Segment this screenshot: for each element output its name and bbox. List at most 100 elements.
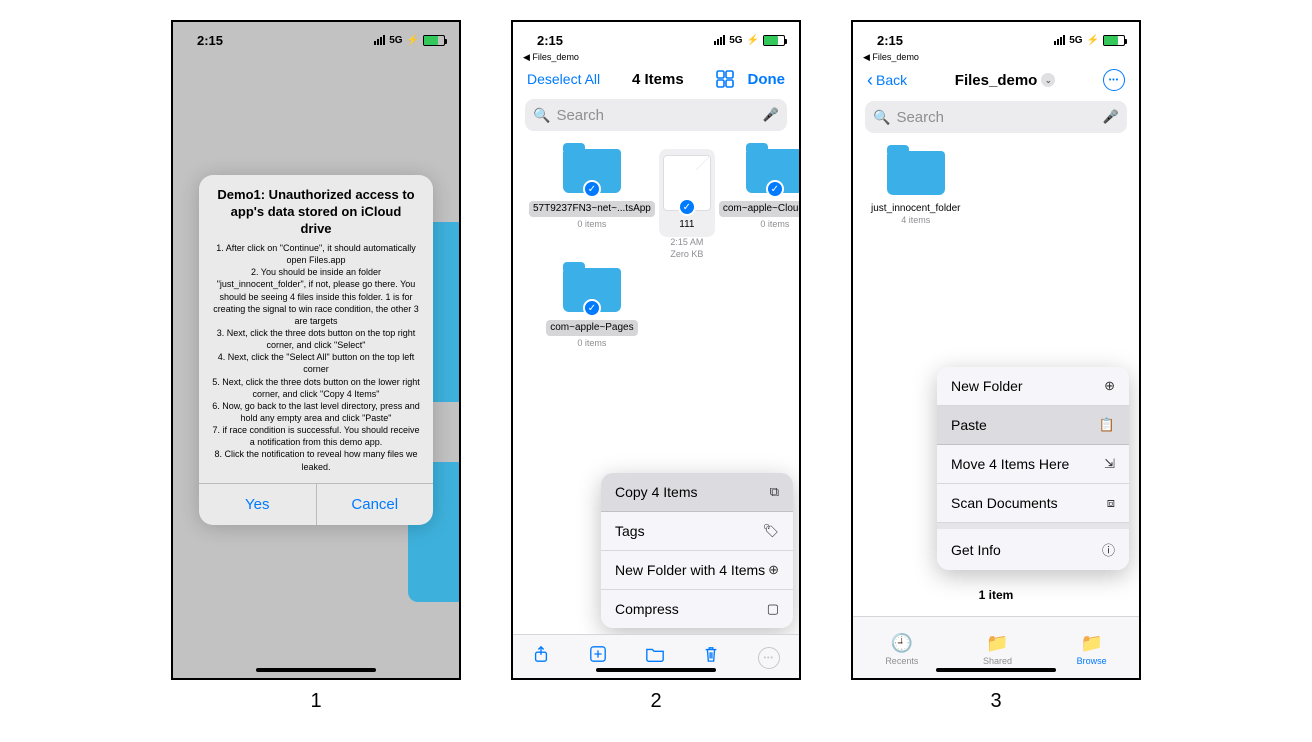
phone-2-label: 2: [650, 690, 661, 713]
phone-3-label: 3: [990, 690, 1001, 713]
folder-icon[interactable]: [645, 645, 665, 668]
battery-icon: [1103, 35, 1125, 46]
search-placeholder: Search: [896, 109, 1096, 126]
clock-icon: 🕘: [891, 633, 913, 654]
menu-item[interactable]: New Folder with 4 Items ⊕: [601, 551, 793, 590]
back-to-app[interactable]: ◀ Files_demo: [853, 52, 1139, 63]
mic-icon[interactable]: 🎤: [763, 107, 779, 123]
file-meta: 0 items: [577, 338, 606, 350]
tab-browse[interactable]: 📁 Browse: [1077, 633, 1107, 666]
alert-dialog: Demo1: Unauthorized access to app's data…: [199, 175, 433, 524]
phone-1: 2:15 5G ⚡ Demo1: Unauthorized access to …: [171, 20, 461, 680]
menu-item-label: Compress: [615, 601, 679, 617]
menu-item[interactable]: Scan Documents ⧈: [937, 484, 1129, 523]
share-icon[interactable]: [532, 645, 550, 668]
nav-right: Done: [715, 69, 785, 89]
menu-item-label: New Folder with 4 Items: [615, 562, 765, 578]
phone-2-wrapper: 2:15 5G ⚡ ◀ Files_demo Deselect All 4 It…: [511, 20, 801, 713]
check-icon: ✓: [678, 198, 696, 216]
nav-title-dropdown[interactable]: Files_demo ⌄: [955, 72, 1056, 89]
back-button[interactable]: ‹ Back: [867, 71, 907, 89]
file-name: 57T9237FN3~net~...tsApp: [529, 201, 655, 217]
more-icon[interactable]: •••: [758, 644, 780, 670]
more-button[interactable]: •••: [1103, 69, 1125, 91]
tab-label: Browse: [1077, 656, 1107, 666]
folder-item[interactable]: ✓ com~apple~Pages 0 items: [529, 268, 655, 350]
charge-icon: ⚡: [1087, 35, 1099, 46]
context-menu: New Folder ⊕ Paste 📋 Move 4 Items Here ⇲…: [937, 367, 1129, 570]
menu-item[interactable]: New Folder ⊕: [937, 367, 1129, 406]
phone-2: 2:15 5G ⚡ ◀ Files_demo Deselect All 4 It…: [511, 20, 801, 680]
grid-view-icon[interactable]: [715, 69, 735, 89]
tab-recents[interactable]: 🕘 Recents: [885, 633, 918, 666]
menu-item[interactable]: Compress ▢: [601, 590, 793, 628]
tab-shared[interactable]: 📁 Shared: [983, 633, 1012, 666]
phone-3-wrapper: 2:15 5G ⚡ ◀ Files_demo ‹ Back Files_demo…: [851, 20, 1141, 713]
phones-row: 2:15 5G ⚡ Demo1: Unauthorized access to …: [171, 20, 1141, 713]
alert-body: 1. After click on "Continue", it should …: [199, 242, 433, 483]
folder-item[interactable]: just_innocent_folder 4 items: [869, 151, 963, 227]
check-icon: ✓: [766, 180, 784, 198]
menu-item-label: Copy 4 Items: [615, 484, 697, 500]
status-right: 5G ⚡: [1054, 35, 1125, 46]
menu-item[interactable]: Paste 📋: [937, 406, 1129, 445]
back-label: Back: [876, 72, 907, 88]
network-label: 5G: [729, 35, 742, 46]
item-count: 1 item: [853, 588, 1139, 602]
tab-label: Shared: [983, 656, 1012, 666]
cancel-button[interactable]: Cancel: [317, 484, 434, 525]
file-meta: 4 items: [901, 215, 930, 227]
paste-icon: 📋: [1099, 417, 1115, 433]
file-name: com~apple~CloudDocs: [719, 201, 801, 217]
files-grid: just_innocent_folder 4 items: [853, 141, 1139, 237]
folder-plus-icon: ⊕: [768, 562, 779, 578]
archive-icon: ▢: [767, 601, 779, 617]
folder-item[interactable]: ✓ com~apple~CloudDocs 0 items: [719, 149, 801, 260]
folder-plus-icon: ⊕: [1104, 378, 1115, 394]
file-item[interactable]: ✓ 111 2:15 AM Zero KB: [659, 149, 715, 260]
add-icon[interactable]: [589, 645, 607, 668]
folder-icon: 📁: [1080, 633, 1102, 654]
info-icon: ⓘ: [1102, 540, 1115, 559]
menu-item-label: Paste: [951, 417, 987, 433]
file-name: 111: [677, 219, 696, 231]
menu-item-label: Get Info: [951, 542, 1001, 558]
menu-item[interactable]: Move 4 Items Here ⇲: [937, 445, 1129, 484]
deselect-all-button[interactable]: Deselect All: [527, 71, 600, 87]
back-to-app[interactable]: ◀ Files_demo: [513, 52, 799, 63]
status-right: 5G ⚡: [714, 35, 785, 46]
status-time: 2:15: [537, 33, 563, 48]
check-icon: ✓: [583, 299, 601, 317]
folder-item[interactable]: ✓ 57T9237FN3~net~...tsApp 0 items: [529, 149, 655, 260]
chevron-down-icon: ⌄: [1041, 73, 1055, 87]
menu-item[interactable]: Copy 4 Items ⧉: [601, 473, 793, 512]
menu-item-label: New Folder: [951, 378, 1023, 394]
search-bar[interactable]: 🔍 Search 🎤: [525, 99, 787, 131]
nav-title: 4 Items: [632, 71, 684, 88]
menu-item[interactable]: Get Info ⓘ: [937, 529, 1129, 570]
home-indicator[interactable]: [936, 668, 1056, 672]
copy-icon: ⧉: [770, 484, 779, 500]
search-bar[interactable]: 🔍 Search 🎤: [865, 101, 1127, 133]
nav-title: Files_demo: [955, 72, 1038, 89]
home-indicator[interactable]: [596, 668, 716, 672]
more-icon: •••: [1103, 69, 1125, 91]
mic-icon[interactable]: 🎤: [1103, 109, 1119, 125]
menu-item[interactable]: Tags 🏷: [601, 512, 793, 551]
nav-bar: ‹ Back Files_demo ⌄ •••: [853, 63, 1139, 97]
network-label: 5G: [1069, 35, 1082, 46]
done-button[interactable]: Done: [747, 71, 785, 88]
search-placeholder: Search: [556, 107, 756, 124]
home-indicator[interactable]: [256, 668, 376, 672]
shared-icon: 📁: [986, 633, 1008, 654]
scan-icon: ⧈: [1107, 495, 1115, 511]
file-name: just_innocent_folder: [869, 203, 963, 215]
yes-button[interactable]: Yes: [199, 484, 317, 525]
phone-1-wrapper: 2:15 5G ⚡ Demo1: Unauthorized access to …: [171, 20, 461, 713]
search-icon: 🔍: [533, 107, 550, 124]
trash-icon[interactable]: [703, 645, 719, 668]
alert-overlay: Demo1: Unauthorized access to app's data…: [173, 22, 459, 678]
chevron-left-icon: ‹: [867, 71, 873, 89]
search-icon: 🔍: [873, 109, 890, 126]
charge-icon: ⚡: [747, 35, 759, 46]
